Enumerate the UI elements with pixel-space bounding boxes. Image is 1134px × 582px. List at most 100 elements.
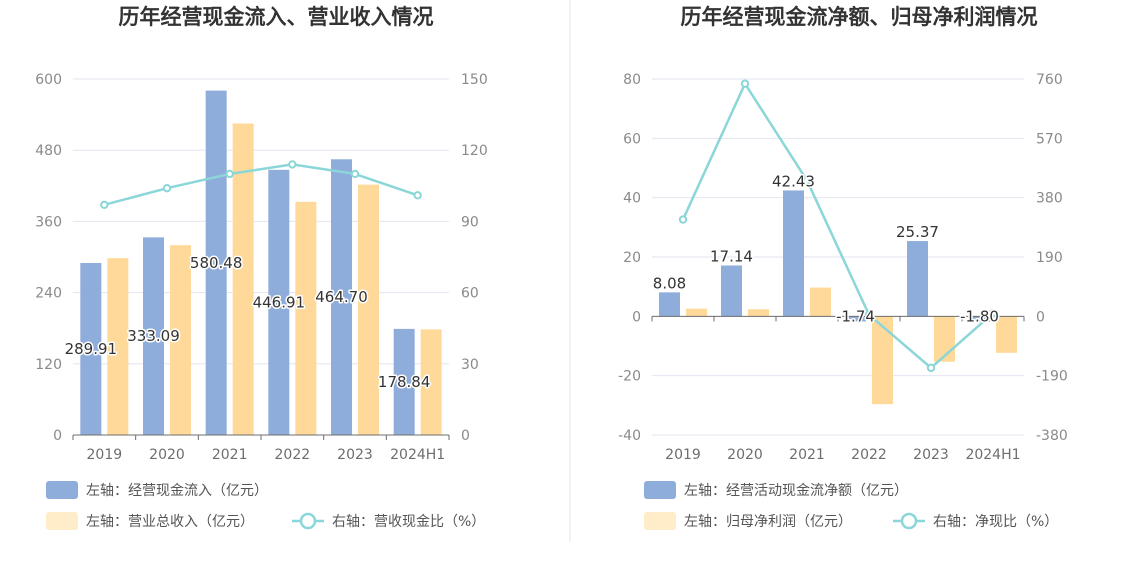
legend-line-marker[interactable] <box>900 512 918 530</box>
right-axis-tick-label: 190 <box>1036 250 1063 266</box>
bar-series1 <box>783 190 804 317</box>
ratio-line-point <box>678 215 688 224</box>
right-axis-tick-label: 570 <box>1036 131 1063 147</box>
bar-series2 <box>295 201 317 435</box>
data-label: 446.91 <box>253 293 306 311</box>
x-axis-tick-label: 2019 <box>87 447 123 463</box>
right-axis-tick-label: 60 <box>461 286 479 302</box>
bar-series2 <box>686 308 707 317</box>
bar-series1 <box>331 159 352 435</box>
bar-series2 <box>996 316 1017 353</box>
left-axis-tick-label: 480 <box>35 143 62 159</box>
bar-series2 <box>170 245 191 435</box>
left-axis-tick-label: 600 <box>35 72 62 88</box>
x-axis-tick-label: 2023 <box>913 447 949 463</box>
left-axis-tick-label: 120 <box>35 357 62 373</box>
legend-label[interactable]: 左轴：经营现金流入（亿元） <box>86 483 268 499</box>
right-axis-tick-label: 150 <box>461 72 488 88</box>
right-axis-tick-label: 0 <box>461 428 470 444</box>
data-label: 8.08 <box>653 274 686 292</box>
x-axis-tick-label: 2022 <box>275 447 311 463</box>
x-axis-tick-label: 2024H1 <box>965 447 1020 463</box>
legend-swatch[interactable] <box>644 512 676 530</box>
right-axis-tick-label: 120 <box>461 143 488 159</box>
bar-series1 <box>907 241 928 317</box>
left-axis-tick-label: 240 <box>35 286 62 302</box>
right-axis-tick-label: -380 <box>1036 428 1068 444</box>
bar-series1 <box>80 262 102 435</box>
left-axis-tick-label: 80 <box>623 72 641 88</box>
bar-series2 <box>232 123 254 435</box>
legend-swatch[interactable] <box>644 481 676 499</box>
legend-label[interactable]: 右轴：营收现金比（%） <box>332 514 485 530</box>
data-label: 464.70 <box>315 288 368 306</box>
bar-series2 <box>358 184 379 435</box>
legend-label[interactable]: 左轴：归母净利润（亿元） <box>684 513 852 530</box>
x-axis-tick-label: 2023 <box>337 447 373 463</box>
data-label: 17.14 <box>710 247 753 265</box>
bar-series1 <box>721 265 742 317</box>
ratio-line-point <box>225 169 234 179</box>
ratio-line-point <box>988 309 998 318</box>
bar-series1 <box>659 292 680 317</box>
legend-label[interactable]: 右轴：净现比（%） <box>933 514 1058 530</box>
left-axis-tick-label: 20 <box>623 250 641 266</box>
ratio-line-point <box>926 363 936 373</box>
chart-panel-net-cashflow: 历年经营现金流净额、归母净利润情况 -40 -380 -20 -190 0 0 20 190 4… <box>618 5 1068 530</box>
legend-label[interactable]: 左轴：经营活动现金流净额（亿元） <box>684 483 908 499</box>
bar-series2 <box>420 329 442 435</box>
bar-series2 <box>748 309 769 317</box>
x-axis-tick-label: 2021 <box>789 447 825 463</box>
right-axis-tick-label: 0 <box>1036 309 1045 325</box>
left-axis-tick-label: 40 <box>623 191 641 207</box>
ratio-line-point <box>413 191 422 200</box>
ratio-line-point <box>288 160 297 169</box>
data-label: -1.74 <box>836 307 875 325</box>
data-label: -1.80 <box>960 307 999 325</box>
ratio-line <box>104 163 419 206</box>
left-axis-tick-label: 360 <box>35 214 62 230</box>
bar-series2 <box>810 287 831 317</box>
ratio-line-point <box>350 169 360 179</box>
right-axis-tick-label: -190 <box>1036 369 1068 385</box>
data-label: 42.43 <box>772 172 815 190</box>
x-axis-tick-label: 2019 <box>665 447 701 463</box>
left-axis-tick-label: 60 <box>623 131 641 147</box>
data-label: 580.48 <box>190 254 243 272</box>
left-axis-tick-label: 0 <box>53 428 62 444</box>
x-axis-tick-label: 2022 <box>851 447 887 463</box>
left-axis-tick-label: 0 <box>632 309 641 325</box>
x-axis-tick-label: 2020 <box>149 447 185 463</box>
x-axis-tick-label: 2021 <box>212 447 248 463</box>
right-axis-tick-label: 90 <box>461 214 479 230</box>
ratio-line-point <box>100 200 109 209</box>
ratio-line-point <box>802 176 812 185</box>
chart-title: 历年经营现金流入、营业收入情况 <box>119 5 434 29</box>
bar-series1 <box>268 169 290 435</box>
ratio-line-point <box>864 310 874 319</box>
bar-series1 <box>969 316 990 322</box>
right-axis-tick-label: 30 <box>461 357 479 373</box>
left-axis-tick-label: -40 <box>618 428 641 444</box>
left-axis-tick-label: -20 <box>618 369 641 385</box>
legend-swatch[interactable] <box>46 481 78 499</box>
bar-series1 <box>845 316 866 322</box>
chart-title: 历年经营现金流净额、归母净利润情况 <box>681 5 1038 29</box>
ratio-line <box>681 81 994 370</box>
bar-series1 <box>143 237 164 435</box>
data-label: 333.09 <box>127 327 180 345</box>
right-axis-tick-label: 760 <box>1036 72 1063 88</box>
chart-panel-cashflow-inflow: 历年经营现金流入、营业收入情况 0 0 120 30 240 60 360 90 480 120 6… <box>35 5 488 530</box>
ratio-line-point <box>162 183 172 193</box>
right-axis-tick-label: 380 <box>1036 191 1063 207</box>
legend-swatch[interactable] <box>46 512 78 530</box>
x-axis-tick-label: 2024H1 <box>390 447 445 463</box>
legend-line-marker[interactable] <box>299 512 317 530</box>
data-label: 289.91 <box>65 340 118 358</box>
legend-label[interactable]: 左轴：营业总收入（亿元） <box>86 514 254 530</box>
bar-series2 <box>107 258 129 435</box>
bar-series1 <box>393 328 415 435</box>
x-axis-tick-label: 2020 <box>727 447 763 463</box>
bar-series2 <box>872 316 893 405</box>
